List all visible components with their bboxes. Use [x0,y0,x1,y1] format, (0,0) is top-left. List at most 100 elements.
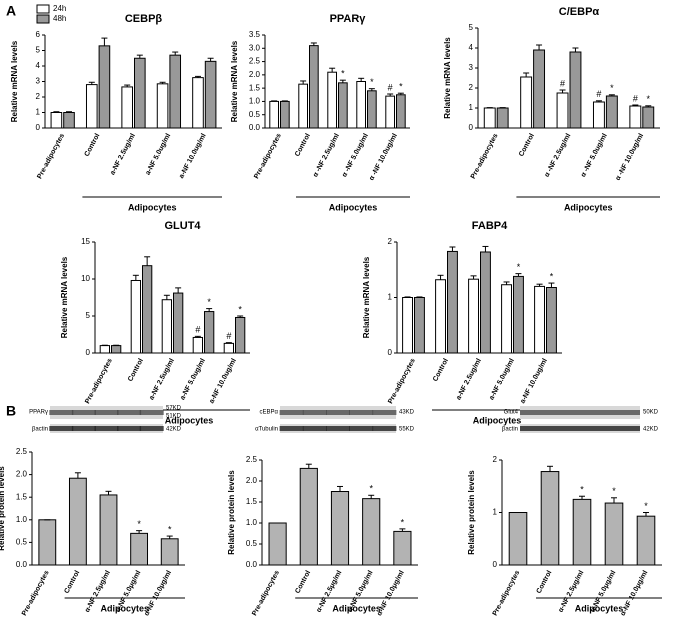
bar [402,297,414,354]
y-tick-label: 2.0 [249,70,261,79]
x-tick-label: Pre-adipocytes [84,357,114,405]
bar [156,83,169,129]
x-tick-label: α -NF 5.0ug/ml [341,132,370,178]
x-tick-label: Pre-adipocytes [251,569,281,617]
y-tick-label: 1 [36,108,41,117]
significance-mark: * [369,484,373,494]
bar [169,54,182,129]
bar [362,498,381,566]
bar [501,284,513,354]
bar [111,345,122,354]
y-tick-label: 1.5 [246,497,258,506]
y-tick-label: 6 [36,30,41,39]
significance-mark: # [596,89,601,99]
blot-size: 51KD [166,414,182,420]
significance-mark: # [388,82,393,92]
significance-mark: * [370,77,374,87]
y-tick-label: 0 [86,348,91,357]
blot-band [49,426,74,431]
x-tick-label: Pre-adipocytes [492,569,522,617]
y-axis-label: Relative protein levels [227,470,236,555]
blot-band [349,426,374,431]
significance-mark: * [644,501,648,511]
bar [85,84,98,129]
bar [223,342,234,354]
blot-band [544,426,568,431]
bar [68,477,87,566]
significance-mark: * [168,524,172,534]
bar [356,81,366,129]
y-tick-label: 0 [388,348,393,357]
blot-label: βactin [32,427,48,433]
significance-mark: # [633,93,638,103]
y-tick-label: 0 [493,560,498,569]
chart-title: GLUT4 [164,220,201,232]
bar [269,100,279,129]
bar [540,471,560,566]
y-axis-label: Relative mRNA levels [443,37,452,119]
blot-band [139,426,164,431]
bar [204,60,217,129]
y-tick-label: 1.5 [249,83,261,92]
bar [268,522,287,566]
bar [280,100,290,129]
y-tick-label: 0.0 [16,560,28,569]
bar [556,92,569,129]
blot-band [520,426,544,431]
blot-band [117,410,142,415]
bar [508,512,528,566]
group-label: Adipocytes [329,202,378,212]
bar [235,316,246,354]
bar [393,530,412,566]
blot-size: 57KD [166,406,182,412]
y-tick-label: 4 [469,43,474,52]
x-tick-label: Control [63,569,81,594]
bar [496,107,509,129]
y-tick-label: 15 [81,237,90,246]
blot-band [326,426,350,431]
blot-band [302,410,327,415]
significance-mark: * [137,519,141,529]
group-label: Adipocytes [564,202,613,212]
bar [629,105,642,129]
significance-mark: * [610,83,614,93]
x-tick-label: a-NF 5.0ug/ml [145,132,173,176]
legend-label: 48h [53,14,66,23]
blot-size: 42KD [166,427,182,433]
blot-band [94,410,119,415]
y-tick-label: 2 [36,92,41,101]
y-tick-label: 3.0 [249,43,261,52]
y-tick-label: 2 [388,237,393,246]
bar [298,83,308,129]
blot-band [520,410,544,415]
y-tick-label: 1 [469,103,474,112]
bar [63,112,75,129]
y-tick-label: 10 [81,274,90,283]
blot-band [592,426,616,431]
blot-size: 55KD [399,427,415,433]
bar [367,90,377,129]
bar [338,82,348,129]
chart-title: PPARγ [330,13,367,25]
blot-band [326,410,350,415]
bar [534,285,545,354]
blot-size: 43KD [399,410,415,416]
group-label: Adipocytes [332,603,381,613]
bar [192,77,204,129]
bar [447,250,458,354]
bar [161,299,172,354]
bar [480,251,491,354]
y-tick-label: 0.0 [249,123,261,132]
y-tick-label: 0.0 [246,560,258,569]
y-axis-label: Relative mRNA levels [10,40,19,122]
x-tick-label: Control [536,569,554,594]
y-axis-label: Relative protein levels [0,466,6,551]
legend-swatch [36,4,50,14]
bar [98,45,111,129]
blot-band [592,410,616,415]
bar [396,94,406,129]
x-tick-label: Control [84,132,102,157]
group-label: Adipocytes [101,603,150,613]
y-tick-label: 0.5 [16,538,28,547]
y-tick-label: 4 [36,61,41,70]
